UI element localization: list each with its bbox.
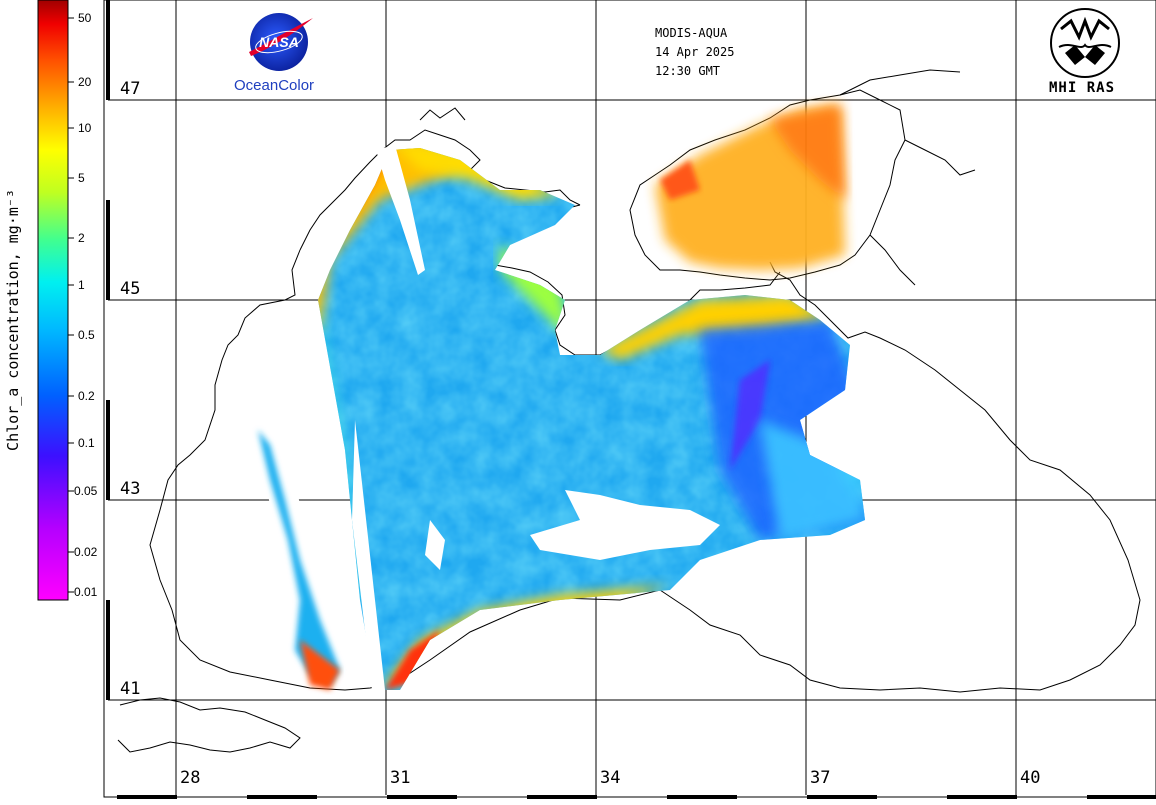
colorbar-tick-label: 10 [78, 121, 92, 135]
colorbar [37, 0, 74, 601]
colorbar-tick-label: 2 [78, 231, 85, 245]
cloud-gaps [260, 145, 720, 690]
colorbar-tick-label: 1 [78, 278, 85, 292]
acquisition-info: MODIS-AQUA 14 Apr 2025 12:30 GMT [655, 24, 734, 81]
latitude-label: 45 [119, 279, 142, 299]
longitude-label: 37 [809, 768, 832, 788]
nasa-logo [249, 13, 313, 71]
azov-coastline [629, 89, 906, 281]
mhi-ras-logo [1050, 8, 1120, 78]
longitude-label: 31 [389, 768, 412, 788]
longitude-label: 34 [599, 768, 622, 788]
latitude-label: 47 [119, 79, 142, 99]
colorbar-tick-label: 0.01 [74, 585, 98, 599]
latitude-label: 43 [119, 479, 142, 499]
longitude-label: 28 [179, 768, 202, 788]
nasa-badge-text: NASA [259, 34, 299, 50]
black-sea-coastline [149, 249, 1141, 693]
oceancolor-logo-text: OceanColor [234, 77, 315, 94]
mhi-ras-logo-text: MHI RAS [1049, 80, 1116, 96]
map-frame [103, 0, 1156, 799]
colorbar-tick-label: 50 [78, 11, 92, 25]
azov-chlorophyll [655, 105, 845, 270]
northern-rivers [419, 69, 976, 286]
colorbar-tick-label: 0.2 [78, 389, 95, 403]
date-label: 14 Apr 2025 [655, 45, 735, 59]
colorbar-title: Chlor_a concentration, mg·m⁻³ [4, 189, 22, 451]
colorbar-tick-label: 0.1 [78, 436, 95, 450]
west-strip-chlorophyll [258, 430, 340, 690]
colorbar-tick-label: 20 [78, 75, 92, 89]
time-label: 12:30 GMT [655, 64, 721, 78]
bosphorus-coast [117, 697, 301, 753]
longitude-label: 40 [1019, 768, 1042, 788]
colorbar-tick-label: 5 [78, 171, 85, 185]
sensor-label: MODIS-AQUA [655, 26, 728, 40]
colorbar-tick-label: 0.5 [78, 328, 95, 342]
colorbar-tick-label: 0.05 [74, 484, 98, 498]
latitude-label: 41 [119, 679, 142, 699]
colorbar-tick-label: 0.02 [74, 545, 98, 559]
